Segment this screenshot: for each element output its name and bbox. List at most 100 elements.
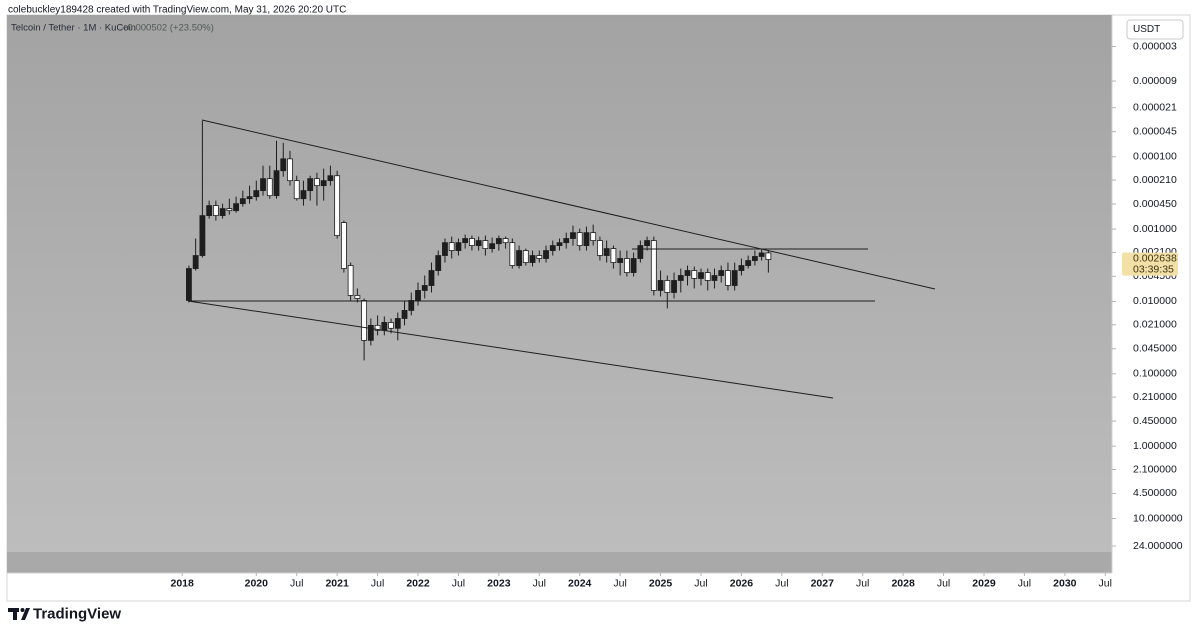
axis-ticks: 0.000003 0.000009 0.000021 0.000045 0.000100…	[171, 40, 1183, 589]
candle-body	[509, 242, 516, 266]
candle-body	[590, 232, 597, 241]
candle-body	[664, 280, 671, 293]
y-tick-label: 0.000009	[1133, 75, 1177, 87]
candle-body	[677, 275, 684, 281]
x-tick-label: 2025	[649, 577, 673, 589]
candle-body	[556, 242, 563, 246]
candle-body	[448, 242, 455, 251]
candle-body	[603, 248, 610, 256]
candle-body	[623, 258, 630, 273]
candle-body	[186, 268, 192, 301]
candle-body	[388, 322, 394, 329]
x-tick-label: Jul	[1099, 577, 1112, 589]
candle-body	[239, 198, 246, 205]
x-tick-label: Jul	[613, 577, 626, 589]
candle-body	[576, 232, 583, 246]
x-tick-label: 2024	[568, 577, 592, 589]
trendline	[187, 300, 834, 399]
candle-body	[415, 290, 421, 301]
candle-body	[334, 175, 341, 236]
candle-body	[765, 252, 772, 260]
candle-body	[650, 240, 657, 291]
candle-body	[300, 190, 307, 200]
y-tick-label: 0.000100	[1133, 151, 1177, 163]
candle-body	[489, 243, 496, 249]
candle-body	[367, 324, 374, 341]
trendline	[201, 119, 936, 290]
bottom-strip	[7, 552, 1112, 573]
candle-body	[745, 260, 752, 266]
x-tick-label: Jul	[694, 577, 707, 589]
header-text: colebuckley189428 created with TradingVi…	[8, 5, 346, 16]
x-tick-label: 2026	[730, 577, 754, 589]
brand-name: TradingView	[33, 605, 121, 622]
candle-body	[610, 248, 617, 263]
candle-body	[529, 255, 536, 263]
x-tick-label: 2027	[811, 577, 835, 589]
candle-body	[293, 180, 300, 200]
y-tick-label: 0.450000	[1133, 415, 1177, 427]
candle-body	[617, 258, 624, 263]
last-price-label: 0.002638	[1133, 252, 1177, 264]
candle-body	[374, 324, 381, 331]
candle-body	[711, 275, 718, 281]
candle-body	[637, 245, 644, 259]
x-tick-label: Jul	[856, 577, 869, 589]
candle-body	[543, 250, 549, 259]
candle-body	[563, 238, 570, 244]
candle-body	[401, 310, 408, 319]
candle-body	[644, 240, 650, 246]
candle-body	[495, 238, 502, 245]
x-tick-label: 2021	[325, 577, 349, 589]
candle-body	[435, 255, 442, 271]
candle-body	[394, 318, 401, 329]
y-tick-label: 0.000450	[1133, 198, 1177, 210]
candle-body	[738, 265, 745, 271]
y-tick-label: 0.210000	[1133, 391, 1177, 403]
candle-body	[751, 256, 758, 261]
y-tick-label: 24.000000	[1133, 540, 1183, 552]
y-tick-label: 0.000003	[1133, 40, 1177, 52]
currency-label: USDT	[1133, 24, 1160, 35]
candle-body	[455, 242, 462, 251]
chart-title: Telcoin / Tether · 1M · KuCoin	[11, 23, 136, 34]
candle-body	[219, 208, 226, 217]
x-tick-label: 2029	[972, 577, 996, 589]
y-tick-label: 0.045000	[1133, 343, 1177, 355]
brand-logo: TradingView	[8, 605, 121, 622]
candle-body	[684, 270, 691, 276]
candle-body	[671, 280, 677, 293]
candle-body	[340, 222, 347, 269]
candle-body	[462, 238, 469, 244]
y-tick-label: 0.000045	[1133, 125, 1177, 137]
trendlines	[187, 119, 936, 399]
y-tick-label: 2.100000	[1133, 463, 1177, 475]
y-tick-label: 0.010000	[1133, 295, 1177, 307]
currency-button[interactable]	[1126, 19, 1184, 40]
candle-body	[320, 180, 327, 187]
x-tick-label: 2030	[1053, 577, 1077, 589]
candle-body	[516, 250, 522, 266]
last-price-box	[1122, 252, 1178, 276]
candle-body	[482, 240, 489, 249]
candle-body	[657, 280, 664, 291]
x-tick-label: Jul	[533, 577, 546, 589]
candle-body	[704, 272, 711, 281]
candle-body	[314, 178, 320, 187]
x-tick-label: Jul	[290, 577, 303, 589]
y-tick-label: 0.021000	[1133, 319, 1177, 331]
candle-body	[536, 255, 543, 259]
candle-body	[408, 300, 415, 311]
countdown-label: 03:39:35	[1133, 263, 1174, 275]
x-tick-label: 2022	[406, 577, 430, 589]
candle-body	[502, 238, 509, 244]
candle-body	[307, 178, 314, 192]
plot-area	[7, 15, 1112, 552]
candle-body	[381, 322, 388, 331]
x-tick-label: Jul	[937, 577, 950, 589]
chart-subtitle: +0.000502 (+23.50%)	[122, 23, 214, 34]
x-tick-label: Jul	[371, 577, 384, 589]
candle-body	[192, 255, 199, 269]
